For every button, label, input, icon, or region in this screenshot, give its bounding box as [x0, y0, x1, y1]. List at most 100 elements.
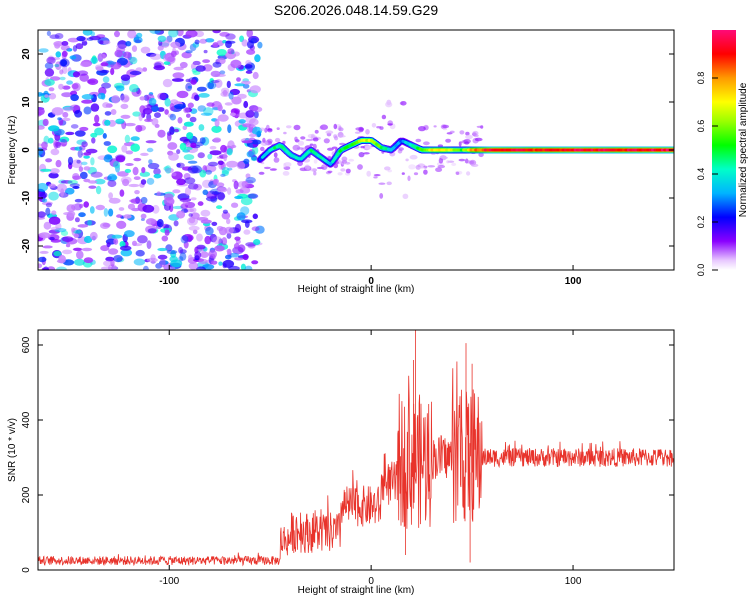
spectrogram-noise-blob	[230, 59, 242, 69]
spectrogram-noise-blob	[167, 142, 178, 150]
spectrogram-noise-blob	[65, 243, 71, 248]
spectrogram-halo-blob	[268, 128, 272, 131]
spectrogram-noise-blob	[217, 187, 228, 193]
spectrogram-noise-blob	[60, 44, 70, 51]
spectrogram-noise-blob	[236, 77, 241, 82]
spectrogram-noise-blob	[198, 258, 208, 265]
spectrogram-marks	[38, 30, 674, 270]
spectrogram-noise-blob	[254, 54, 261, 63]
spectrogram-noise-blob	[203, 49, 208, 54]
spectrogram-noise-blob	[144, 118, 154, 123]
spectrogram-noise-blob	[188, 225, 200, 231]
spectrogram-noise-blob	[205, 226, 214, 236]
spectrogram-noise-blob	[38, 147, 44, 156]
spectrogram-noise-blob	[106, 175, 112, 182]
spectrogram-noise-blob	[44, 62, 54, 70]
spectrogram-halo-blob	[451, 162, 457, 166]
spectrogram-noise-blob	[216, 205, 223, 210]
spectrogram-noise-blob	[153, 65, 165, 71]
spectrogram-noise-blob	[173, 220, 179, 227]
spectrogram-noise-blob	[245, 173, 251, 179]
spectrogram-noise-blob	[74, 198, 83, 203]
spectrogram-halo-blob	[407, 175, 411, 182]
spectrogram-noise-blob	[115, 85, 125, 92]
spectrogram-halo-blob	[258, 171, 265, 175]
spectrogram-noise-blob	[222, 209, 228, 214]
spectrogram-noise-blob	[202, 59, 211, 63]
spectrogram-noise-blob	[71, 159, 83, 168]
spectrogram-noise-blob	[40, 168, 52, 172]
spectrogram-halo-blob	[325, 130, 334, 135]
spectrogram-noise-blob	[127, 203, 136, 210]
spectrogram-noise-blob	[43, 221, 52, 230]
spectrogram-noise-blob	[147, 228, 157, 234]
spectrogram-noise-blob	[94, 127, 104, 136]
spectrogram-noise-blob	[150, 254, 156, 262]
spectrogram-halo-blob	[437, 144, 443, 147]
spectrogram-noise-blob	[243, 100, 249, 109]
snr-y-ticks: 0 200 400 600	[21, 336, 674, 573]
spectrogram-noise-blob	[237, 244, 246, 253]
spectrogram-noise-blob	[214, 118, 220, 127]
spectrogram-noise-blob	[226, 148, 233, 156]
spectrogram-noise-blob	[212, 236, 223, 244]
spectrogram-noise-blob	[55, 51, 62, 58]
spectrogram-noise-blob	[108, 208, 114, 217]
spectrogram-halo-blob	[373, 174, 381, 177]
spectrogram-noise-blob	[213, 137, 222, 143]
spectrogram-halo-blob	[327, 170, 333, 173]
spectrogram-noise-blob	[49, 34, 60, 39]
spectrogram-noise-blob	[117, 40, 128, 49]
spectrogram-noise-blob	[184, 187, 192, 196]
spectrogram-noise-blob	[108, 264, 117, 270]
spectrogram-noise-blob	[157, 35, 167, 42]
spectrogram-noise-blob	[45, 202, 53, 208]
spectrogram-noise-blob	[168, 152, 179, 161]
spectrogram-noise-blob	[146, 257, 158, 263]
spectrogram-noise-blob	[100, 245, 110, 252]
spectrogram-noise-blob	[163, 61, 171, 65]
spectrogram-halo-blob	[341, 156, 348, 162]
spectrogram-halo-blob	[339, 142, 346, 146]
spectrogram-halo-blob	[471, 163, 479, 167]
spectrogram-noise-blob	[38, 211, 46, 218]
spectrogram-noise-blob	[48, 172, 59, 179]
spectrogram-noise-blob	[227, 187, 232, 195]
spectrogram-noise-blob	[57, 138, 66, 143]
spectrogram-noise-blob	[54, 63, 60, 68]
spectrogram-noise-blob	[194, 251, 202, 259]
spectrogram-noise-blob	[129, 70, 142, 76]
spectrogram-noise-blob	[154, 112, 161, 118]
spectrogram-y-tick-label: 20	[21, 48, 32, 60]
spectrogram-noise-blob	[146, 147, 154, 153]
spectrogram-noise-blob	[99, 40, 104, 45]
spectrogram-noise-blob	[206, 102, 215, 107]
spectrogram-noise-blob	[79, 171, 88, 180]
spectrogram-noise-blob	[240, 196, 253, 206]
spectrogram-noise-blob	[102, 76, 110, 83]
spectrogram-noise-blob	[209, 150, 222, 156]
spectrogram-noise-blob	[83, 152, 92, 156]
spectrogram-noise-blob	[186, 132, 194, 140]
spectrogram-noise-blob	[74, 130, 86, 137]
spectrogram-halo-blob	[340, 168, 346, 172]
spectrogram-noise-blob	[176, 178, 186, 186]
spectrogram-noise-blob	[168, 30, 179, 38]
spectrogram-noise-blob	[192, 229, 198, 235]
spectrogram-noise-blob	[108, 192, 113, 200]
spectrogram-halo-blob	[269, 168, 277, 171]
spectrogram-noise-blob	[236, 161, 246, 170]
spectrogram-noise-blob	[225, 254, 232, 260]
spectrogram-noise-blob	[102, 133, 107, 139]
spectrogram-noise-blob	[221, 109, 226, 115]
spectrogram-noise-blob	[110, 61, 122, 70]
spectrogram-noise-blob	[176, 210, 186, 219]
spectrogram-noise-blob	[61, 50, 68, 58]
spectrogram-noise-blob	[206, 190, 218, 199]
spectrogram-noise-blob	[133, 36, 143, 44]
spectrogram-noise-blob	[107, 61, 117, 65]
spectrogram-noise-blob	[242, 123, 252, 128]
spectrogram-noise-blob	[60, 188, 65, 197]
spectrogram-noise-blob	[44, 94, 49, 98]
